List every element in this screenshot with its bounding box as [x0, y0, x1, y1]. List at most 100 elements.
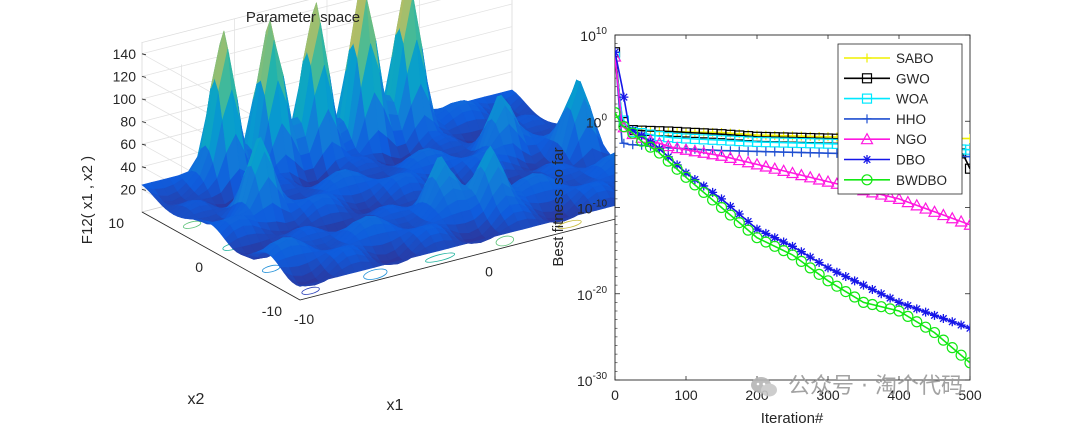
data-point: [708, 187, 718, 197]
data-point: [661, 139, 675, 152]
data-point: [892, 192, 906, 204]
x-tick-label: -10: [294, 311, 314, 327]
data-point: [814, 257, 824, 267]
series-dbo: [615, 47, 970, 333]
data-point: [919, 201, 933, 214]
data-point: [805, 252, 815, 262]
contour-line: [363, 268, 388, 280]
data-point: [862, 155, 872, 164]
data-point: [717, 194, 726, 204]
convergence-chart: 0 100 200 300 400 500101010010-1010-2010-30It…: [550, 26, 982, 427]
watermark: 公众号 · 淘个代码: [750, 368, 1050, 404]
data-point: [672, 160, 682, 170]
legend-item-woa: WOA: [844, 92, 928, 107]
z-tick: [141, 98, 147, 101]
data-point: [927, 205, 942, 217]
data-point: [928, 326, 941, 339]
z-tick-label: 140: [113, 46, 137, 62]
legend-label: DBO: [896, 153, 925, 168]
z-tick: [141, 53, 147, 56]
x-axis-label: x1: [387, 397, 404, 414]
data-point: [779, 147, 789, 157]
data-point: [618, 121, 630, 133]
data-point: [946, 342, 958, 354]
data-point: [663, 152, 673, 162]
y-tick-label: 1010: [580, 26, 607, 44]
data-point: [715, 201, 728, 214]
data-point: [945, 211, 959, 224]
data-point: [861, 174, 873, 186]
data-point: [823, 263, 833, 273]
contour-line: [182, 220, 202, 229]
data-point: [861, 93, 873, 104]
x-tick-label: 300: [816, 387, 840, 403]
data-point: [707, 194, 719, 206]
wechat-icon: [751, 377, 777, 397]
data-point: [862, 53, 872, 63]
data-point: [751, 232, 763, 244]
contour-line: [425, 252, 456, 263]
z-tick: [141, 166, 147, 169]
data-point: [954, 214, 968, 227]
data-point: [752, 146, 762, 156]
data-point: [743, 146, 753, 156]
data-point: [761, 228, 771, 238]
data-point: [795, 255, 807, 268]
data-point: [671, 163, 683, 175]
data-point: [760, 236, 772, 248]
contour-line: [495, 235, 515, 247]
data-point: [794, 168, 808, 181]
data-point: [964, 357, 970, 369]
data-point: [619, 138, 629, 148]
data-point: [734, 209, 744, 219]
data-point: [769, 240, 781, 252]
legend-label: WOA: [896, 92, 928, 107]
data-point: [742, 224, 754, 236]
data-point: [770, 147, 780, 157]
legend-item-bwdbo: BWDBO: [844, 173, 947, 188]
data-point: [706, 147, 720, 160]
data-point: [654, 144, 664, 154]
legend-item-hho: HHO: [844, 112, 926, 127]
data-point: [804, 262, 816, 274]
data-point: [796, 247, 806, 257]
data-point: [768, 161, 782, 174]
data-point: [813, 268, 825, 280]
z-tick-label: 100: [113, 91, 137, 107]
z-tick-label: 120: [113, 68, 137, 84]
data-point: [615, 49, 622, 62]
x-tick-label: 0: [611, 387, 619, 403]
z-tick: [141, 143, 147, 146]
data-point: [615, 107, 621, 119]
data-point: [761, 147, 771, 157]
data-point: [805, 148, 815, 158]
z-tick: [141, 189, 147, 191]
data-point: [759, 159, 773, 172]
legend-item-sabo: SABO: [844, 51, 934, 66]
data-point: [679, 142, 693, 155]
series-line: [615, 112, 970, 364]
data-point: [681, 168, 691, 178]
data-point: [699, 181, 709, 191]
legend-item-gwo: GWO: [844, 71, 930, 86]
data-point: [956, 320, 966, 330]
x-tick-label: 500: [958, 387, 982, 403]
data-point: [689, 179, 701, 191]
data-point: [867, 284, 877, 294]
y-tick-label: 10-20: [577, 285, 607, 303]
data-point: [930, 310, 939, 320]
y-tick-label: 100: [586, 112, 608, 130]
data-point: [725, 201, 735, 211]
surface-title: Parameter space: [246, 9, 360, 26]
data-point: [615, 47, 620, 57]
x-tick-label: 100: [674, 387, 698, 403]
data-point: [723, 151, 737, 164]
surface-patch: [395, 0, 405, 35]
data-point: [862, 114, 872, 124]
data-point: [822, 275, 834, 287]
data-point: [901, 195, 915, 208]
data-point: [788, 147, 797, 157]
y-tick-label: 10-30: [577, 371, 607, 389]
z-tick-label: 80: [120, 114, 136, 130]
